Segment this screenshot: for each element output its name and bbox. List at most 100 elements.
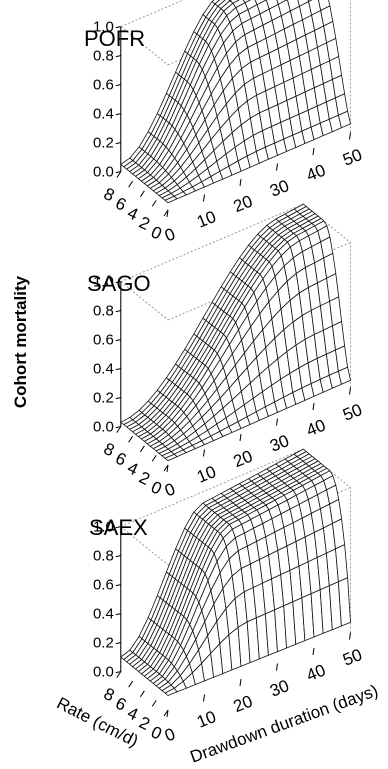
z-tick-label: 0.8 — [93, 303, 114, 320]
rate-tick-mark — [128, 435, 134, 443]
rate-tick-label: 6 — [113, 194, 130, 215]
duration-tick-mark — [276, 663, 278, 671]
surface-cell — [337, 110, 351, 129]
panel-title: POFR — [84, 26, 145, 51]
shared-y-axis-label: Cohort mortality — [11, 275, 30, 408]
rate-tick-mark — [116, 171, 122, 178]
z-tick-mark — [115, 310, 121, 313]
duration-tick-mark — [276, 163, 278, 171]
rate-tick-mark — [139, 190, 145, 198]
rate-tick-mark — [139, 690, 145, 698]
z-tick-mark — [115, 555, 121, 558]
rate-tick-mark — [151, 200, 157, 207]
duration-tick-mark — [239, 178, 242, 187]
surface-mesh — [120, 448, 351, 696]
bounding-box-edge — [120, 448, 304, 528]
duration-tick-mark — [349, 387, 351, 395]
z-tick-label: 1.0 — [93, 519, 114, 536]
z-tick-label: 0.4 — [93, 361, 114, 378]
bounding-box-edge — [120, 203, 304, 283]
panel-title: SAEX — [89, 515, 148, 540]
duration-tick-mark — [349, 632, 351, 640]
duration-tick-mark — [166, 709, 169, 718]
duration-tick-mark — [203, 194, 205, 202]
duration-tick-label: 30 — [267, 176, 292, 201]
rate-tick-label: 8 — [101, 684, 118, 705]
duration-tick-mark — [203, 449, 205, 457]
z-tick-mark — [115, 84, 121, 87]
duration-tick-mark — [166, 464, 169, 473]
duration-tick-mark — [312, 647, 315, 656]
z-tick-mark — [115, 584, 121, 587]
duration-tick-label: 0 — [162, 479, 178, 500]
duration-tick-label: 40 — [304, 661, 329, 686]
duration-tick-mark — [312, 147, 315, 156]
rate-tick-label: 2 — [136, 468, 153, 489]
duration-tick-label: 0 — [162, 224, 178, 245]
z-tick-mark — [115, 26, 121, 29]
rate-tick-mark — [128, 180, 134, 188]
z-tick-label: 0.4 — [93, 606, 114, 623]
duration-tick-mark — [239, 678, 242, 687]
duration-tick-label: 30 — [267, 431, 292, 456]
surface-cell — [337, 577, 351, 627]
rate-tick-label: 0 — [148, 722, 165, 743]
duration-tick-label: 50 — [340, 645, 365, 670]
z-tick-mark — [115, 671, 121, 674]
rate-tick-label: 2 — [136, 213, 153, 234]
z-tick-mark — [115, 613, 121, 616]
duration-tick-mark — [203, 694, 205, 702]
rate-tick-label: 8 — [101, 439, 118, 460]
rate-tick-label: 4 — [124, 703, 141, 724]
z-tick-label: 0.6 — [93, 332, 114, 349]
rate-tick-mark — [163, 209, 169, 217]
rate-tick-label: 4 — [124, 458, 141, 479]
rate-tick-label: 0 — [148, 477, 165, 498]
z-tick-label: 0.2 — [93, 390, 114, 407]
duration-tick-label: 50 — [340, 145, 365, 170]
duration-tick-mark — [312, 402, 315, 411]
rate-tick-mark — [116, 426, 122, 433]
rate-tick-label: 0 — [148, 222, 165, 243]
duration-tick-label: 10 — [194, 707, 219, 732]
surface-cell — [337, 366, 351, 385]
duration-tick-mark — [166, 209, 169, 218]
rate-tick-mark — [163, 709, 169, 717]
rate-tick-mark — [151, 455, 157, 462]
z-tick-mark — [115, 55, 121, 58]
z-tick-label: 0.8 — [93, 48, 114, 65]
duration-tick-label: 40 — [304, 161, 329, 186]
z-tick-mark — [115, 281, 121, 284]
z-tick-label: 0.8 — [93, 548, 114, 565]
bounding-box-edge — [120, 0, 185, 28]
z-tick-mark — [115, 142, 121, 145]
duration-tick-mark — [239, 433, 242, 442]
z-tick-label: 0.4 — [93, 106, 114, 123]
rate-tick-mark — [139, 445, 145, 453]
z-tick-label: 0.0 — [93, 419, 114, 436]
rate-tick-label: 2 — [136, 713, 153, 734]
surface-mesh — [120, 203, 351, 462]
z-tick-mark — [115, 642, 121, 645]
duration-tick-mark — [276, 418, 278, 426]
z-tick-mark — [115, 171, 121, 174]
duration-tick-mark — [349, 132, 351, 140]
rate-tick-label: 8 — [101, 184, 118, 205]
z-tick-label: 0.0 — [93, 664, 114, 681]
z-tick-label: 0.0 — [93, 164, 114, 181]
duration-tick-label: 40 — [304, 416, 329, 441]
z-tick-mark — [115, 339, 121, 342]
z-tick-mark — [115, 368, 121, 371]
z-tick-mark — [115, 397, 121, 400]
rate-tick-label: 6 — [113, 694, 130, 715]
surface-cell — [211, 0, 221, 5]
duration-tick-label: 10 — [194, 462, 219, 487]
duration-tick-label: 30 — [267, 676, 292, 701]
duration-tick-label: 20 — [231, 447, 256, 472]
z-tick-label: 0.6 — [93, 77, 114, 94]
z-tick-mark — [115, 426, 121, 429]
duration-tick-label: 20 — [231, 692, 256, 717]
